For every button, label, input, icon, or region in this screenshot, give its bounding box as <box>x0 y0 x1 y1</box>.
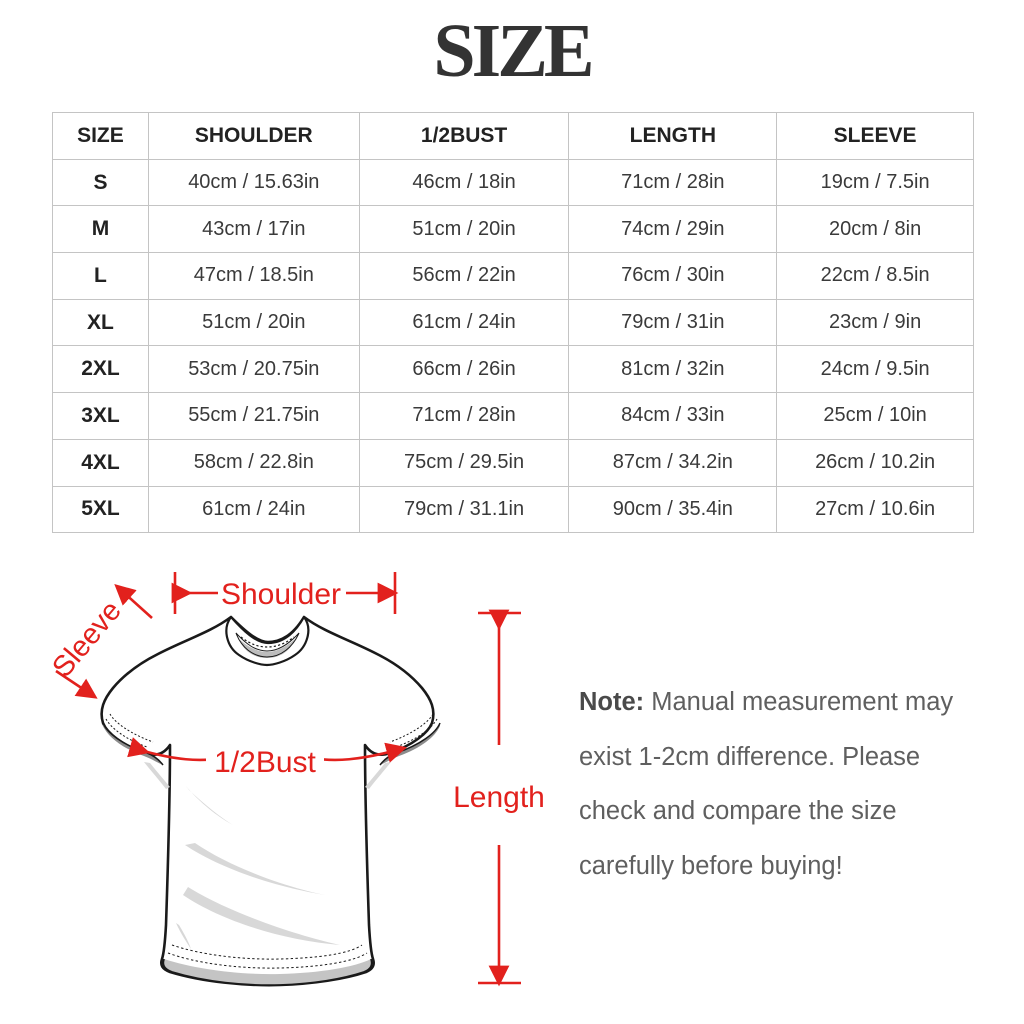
svg-text:Sleeve: Sleeve <box>46 595 128 683</box>
svg-text:Length: Length <box>453 781 545 814</box>
svg-text:Shoulder: Shoulder <box>221 578 341 611</box>
svg-text:1/2Bust: 1/2Bust <box>214 746 316 779</box>
